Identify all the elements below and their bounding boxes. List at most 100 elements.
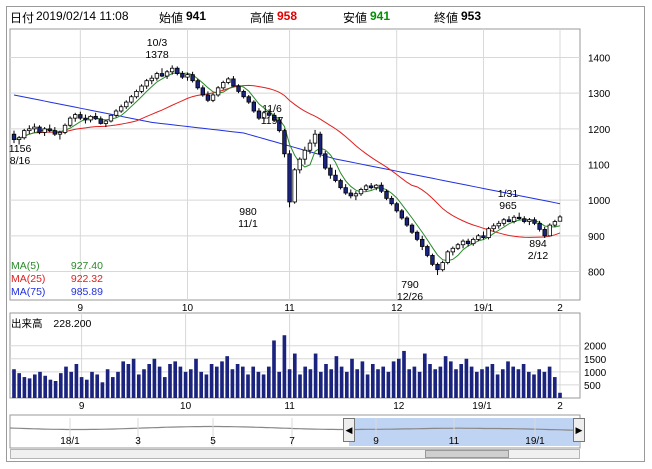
volume-ytick-label-2: 1500	[584, 355, 607, 366]
volume-bar-32	[178, 366, 183, 398]
volume-bar-23	[131, 358, 136, 398]
ma25-line	[13, 84, 561, 238]
candle-body-30	[164, 71, 170, 77]
price-xtick-label-5: 2	[557, 303, 563, 314]
volume-bar-22	[126, 364, 131, 398]
volume-bar-88	[469, 366, 474, 398]
price-ytick-label-0: 800	[588, 267, 605, 278]
candle-body-107	[557, 216, 563, 222]
annotation-bottom-2: 965	[499, 200, 517, 212]
candle-body-50	[266, 112, 272, 116]
volume-bar-28	[157, 366, 162, 398]
volume-bar-87	[464, 358, 469, 398]
volume-bar-24	[136, 374, 141, 398]
volume-bar-1	[17, 373, 22, 398]
navigator-xtick-label-5: 11	[449, 436, 460, 447]
candle-body-18	[103, 120, 109, 124]
navigator-left-handle[interactable]: ◀	[343, 418, 355, 442]
ma5-value: 927.40	[70, 260, 103, 272]
candle-body-90	[471, 238, 476, 245]
volume-xtick-label-4: 19/1	[472, 401, 492, 412]
volume-bar-96	[511, 366, 516, 398]
volume-bar-92	[490, 364, 495, 398]
low-label: 安値	[343, 11, 368, 25]
volume-bar-90	[480, 369, 484, 398]
volume-bar-53	[287, 369, 292, 398]
volume-bar-0	[12, 369, 16, 398]
annotation-top-5: 790	[401, 279, 419, 291]
annotation-bottom-6: 2/12	[528, 250, 549, 262]
volume-bar-84	[448, 361, 453, 398]
candle-body-0	[11, 133, 17, 140]
candle-body-24	[134, 91, 139, 98]
price-ytick-label-5: 1300	[588, 89, 611, 100]
volume-bar-55	[298, 374, 302, 398]
volume-bar-34	[188, 369, 193, 398]
volume-bar-74	[396, 358, 401, 398]
volume-y-axis: 500 1000 1500 2000	[584, 342, 607, 392]
volume-bar-89	[474, 371, 479, 398]
volume-bar-6	[43, 375, 48, 398]
candle-body-77	[404, 217, 410, 226]
volume-bar-60	[324, 364, 328, 398]
candle-body-19	[108, 114, 114, 122]
candle-body-43	[231, 78, 236, 87]
annotation-top-0: 10/3	[147, 37, 168, 49]
candle-body-38	[205, 94, 211, 101]
high-value: 958	[277, 9, 298, 23]
volume-ytick-label-3: 2000	[584, 342, 607, 353]
candle-body-1	[16, 137, 22, 140]
price-ytick-label-2: 1000	[588, 196, 611, 207]
candle-body-52	[277, 119, 282, 132]
price-xtick-label-2: 11	[284, 303, 295, 314]
volume-bar-72	[386, 371, 391, 398]
volume-bar-40	[220, 361, 224, 398]
volume-bar-65	[350, 358, 354, 398]
candle-body-17	[98, 118, 103, 124]
candle-body-82	[430, 255, 435, 265]
candle-body-31	[170, 67, 175, 73]
volume-bar-42	[230, 369, 235, 398]
chevron-right-icon: ▶	[575, 425, 583, 435]
candle-body-20	[113, 110, 119, 116]
volume-xtick-label-1: 10	[180, 401, 192, 412]
price-ytick-label-3: 1100	[588, 161, 610, 172]
candle-body-84	[440, 262, 445, 271]
navigator-right-handle[interactable]: ▶	[573, 418, 585, 442]
volume-bar-52	[282, 335, 287, 398]
candle-body-34	[185, 74, 190, 78]
candle-body-97	[506, 219, 512, 222]
annotation-bottom-3: 8/16	[10, 155, 31, 167]
volume-bar-68	[365, 374, 370, 398]
candle-body-63	[333, 174, 338, 181]
candle-body-61	[323, 153, 328, 169]
volume-bar-57	[308, 369, 313, 398]
volume-bar-20	[116, 371, 120, 398]
candle-body-99	[516, 216, 522, 220]
volume-bar-58	[313, 353, 318, 398]
candle-body-80	[420, 238, 425, 247]
price-x-axis: 9 10 11 12 19/1 2	[78, 303, 564, 314]
navigator-xtick-label-6: 19/1	[525, 436, 545, 447]
candle-body-29	[159, 73, 165, 77]
candle-body-79	[414, 231, 420, 240]
volume-bar-103	[547, 366, 552, 398]
volume-bar-5	[38, 371, 42, 398]
volume-bar-41	[225, 356, 230, 398]
candle-body-98	[511, 216, 517, 222]
candle-body-73	[384, 190, 389, 199]
navigator-xtick-label-1: 3	[135, 436, 141, 447]
volume-bar-79	[422, 353, 427, 398]
candle-body-42	[226, 78, 231, 83]
volume-xtick-label-2: 11	[284, 401, 295, 412]
candle-body-101	[527, 219, 532, 222]
candle-body-59	[312, 133, 318, 144]
candle-body-78	[409, 224, 415, 233]
volume-bar-80	[428, 364, 432, 398]
volume-bar-7	[48, 379, 53, 398]
volume-bar-25	[142, 369, 146, 398]
scrollbar-thumb[interactable]	[425, 450, 509, 458]
candle-body-105	[547, 224, 552, 237]
navigator-scrollbar[interactable]	[10, 449, 580, 459]
